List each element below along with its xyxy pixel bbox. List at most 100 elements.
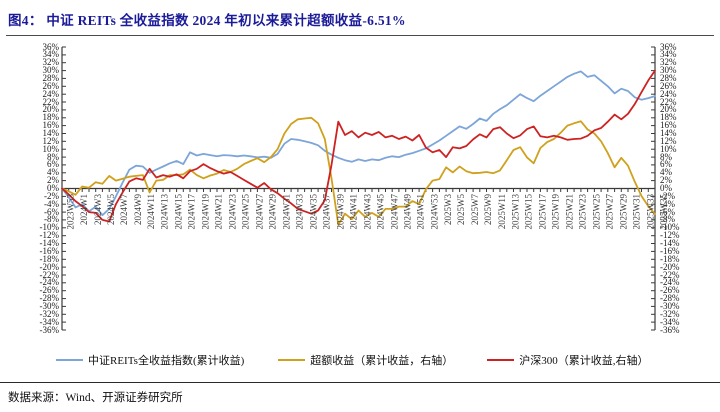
legend-label-reits: 中证REITs全收益指数(累计收益) xyxy=(88,355,245,367)
x-axis-tick-label: 2024W47 xyxy=(389,193,399,230)
x-axis-tick-label: 2024W51 xyxy=(415,193,426,230)
x-axis-tick-label: 2024W35 xyxy=(308,193,319,230)
legend-label-csi300: 沪深300（累计收益,右轴） xyxy=(519,355,649,367)
y-axis-tick-label: 10% xyxy=(42,143,60,154)
x-axis-tick-label: 2024W27 xyxy=(254,193,265,230)
x-axis-tick-label: 2024W37 xyxy=(321,193,332,230)
y-axis-tick-label: -28% xyxy=(39,293,60,304)
y-axis-tick-label: 6% xyxy=(47,159,59,170)
y-axis-tick-label: 22% xyxy=(660,96,677,107)
y-axis-tick-label: 28% xyxy=(660,72,677,83)
y-axis-tick-label: 10% xyxy=(660,143,677,154)
y-axis-tick-label: 24% xyxy=(42,88,60,99)
y-axis-tick-label: 26% xyxy=(660,80,677,91)
y-axis-tick-label: 30% xyxy=(660,65,677,76)
y-axis-tick-label: -34% xyxy=(39,316,60,327)
y-axis-tick-label: -18% xyxy=(660,253,680,264)
y-axis-tick-label: -6% xyxy=(660,206,675,217)
y-axis-tick-label: 34% xyxy=(660,49,677,60)
x-axis-tick-label: 2025W15 xyxy=(523,193,534,230)
y-axis-tick-label: 20% xyxy=(660,104,677,115)
chart-area: 36% 34% 32% 30% 28% 26% 24% 22% 20% 18% 16% 14% 12% 1… xyxy=(0,40,720,340)
y-axis-tick-label: -8% xyxy=(44,214,59,225)
source-note: 数据来源：Wind、开源证券研究所 xyxy=(8,392,183,404)
y-axis-tick-label: -16% xyxy=(39,245,60,256)
y-axis-tick-label: -18% xyxy=(39,253,60,264)
y-axis-tick-label: 8% xyxy=(47,151,59,162)
x-axis-tick-label: 2025W17 xyxy=(537,193,548,230)
x-axis-tick-label: 2025W23 xyxy=(577,193,588,230)
y-axis-tick-label: -20% xyxy=(660,261,680,272)
x-axis-tick-label: 2024W49 xyxy=(402,193,413,230)
y-axis-tick-label: -14% xyxy=(660,238,680,248)
y-axis-tick-label: -4% xyxy=(44,198,59,209)
y-axis-tick-label: -26% xyxy=(660,285,680,296)
y-axis-tick-label: 36% xyxy=(660,41,677,52)
csi300-line-swatch xyxy=(487,358,515,362)
y-axis-tick-label: -36% xyxy=(660,324,680,335)
y-axis-tick-label: -24% xyxy=(660,277,680,288)
y-axis-tick-label: 18% xyxy=(660,112,677,123)
x-axis-tick-label: 2025W27 xyxy=(604,193,615,230)
legend-item-reits: 中证REITs全收益指数(累计收益) xyxy=(56,352,244,368)
x-axis-tick-label: 2025W35 xyxy=(658,193,669,230)
x-axis-tick-label: 2025W13 xyxy=(510,193,521,230)
x-axis-tick-label: 2024W1 xyxy=(79,193,89,225)
y-axis-tick-label: -26% xyxy=(39,285,60,296)
x-axis-tick-label: 2025W25 xyxy=(591,193,602,230)
y-axis-tick-label: 26% xyxy=(42,80,60,91)
x-axis-tick-label: 2025W33 xyxy=(645,193,655,230)
x-axis-tick-label: 2025W5 xyxy=(456,193,467,225)
y-axis-tick-label: 6% xyxy=(660,159,672,170)
y-axis-tick-label: 30% xyxy=(42,65,60,76)
legend-item-csi300: 沪深300（累计收益,右轴） xyxy=(487,352,649,368)
title-underline xyxy=(6,35,714,36)
y-axis-tick-label: -6% xyxy=(44,206,59,217)
x-axis-tick-label: 2024W33 xyxy=(294,193,305,230)
y-axis-tick-label: -22% xyxy=(660,269,680,280)
y-axis-tick-label: 0% xyxy=(660,183,672,193)
y-axis-tick-label: -16% xyxy=(660,245,680,256)
y-axis-tick-label: 20% xyxy=(42,104,60,115)
x-axis-tick-label: 2024W17 xyxy=(186,193,197,230)
x-axis-tick-label: 2024W29 xyxy=(267,193,278,230)
y-axis-tick-label: 0% xyxy=(47,183,59,193)
figure-title: 图4： 中证 REITs 全收益指数 2024 年初以来累计超额收益-6.51% xyxy=(8,13,406,28)
source-divider xyxy=(0,382,720,383)
x-axis-tick-label: 2024W19 xyxy=(200,193,211,230)
y-axis-tick-label: 8% xyxy=(660,151,672,162)
x-axis-tick-label: 2024W21 xyxy=(213,193,224,230)
reits-line-swatch xyxy=(56,358,83,362)
y-axis-tick-label: -12% xyxy=(660,230,680,241)
y-axis-tick-label: 22% xyxy=(42,96,60,107)
y-axis-tick-label: -10% xyxy=(660,222,680,233)
y-axis-tick-label: 36% xyxy=(42,41,60,52)
x-axis-tick-label: 2024W41 xyxy=(348,193,359,230)
y-axis-tick-label: 34% xyxy=(42,49,60,60)
x-axis-tick-label: 2024W45 xyxy=(375,193,386,230)
y-axis-tick-label: 2% xyxy=(47,175,59,186)
x-axis-tick-label: 2025W9 xyxy=(483,193,494,225)
series-line-0 xyxy=(61,70,656,217)
x-axis-tick-label: 2024W15 xyxy=(173,193,184,230)
y-axis-tick-label: -20% xyxy=(39,261,60,272)
y-axis-tick-label: -14% xyxy=(39,238,60,248)
y-axis-tick-label: -36% xyxy=(39,324,60,335)
x-axis-tick-label: 2024W39 xyxy=(335,193,345,230)
x-axis-tick-label: 2024W13 xyxy=(159,193,170,230)
y-axis-tick-label: -2% xyxy=(44,190,59,201)
y-axis-tick-label: -24% xyxy=(39,277,60,288)
x-axis-tick-label: 2024W11 xyxy=(146,193,157,229)
y-axis-tick-label: -30% xyxy=(39,300,60,311)
chart-plot xyxy=(61,46,656,331)
x-axis-tick-label: 2025W11 xyxy=(496,193,507,229)
x-axis-tick-label: 2024W5 xyxy=(105,193,116,225)
y-axis-tick-label: -32% xyxy=(660,308,680,319)
x-axis-tick-label: 2024W7 xyxy=(119,193,130,225)
y-axis-tick-label: -32% xyxy=(39,308,60,319)
y-axis-tick-label: 16% xyxy=(42,120,60,131)
legend-item-excess: 超额收益（累计收益，右轴） xyxy=(278,352,453,368)
y-axis-tick-label: 24% xyxy=(660,88,677,99)
y-axis-tick-label: 4% xyxy=(660,167,672,178)
